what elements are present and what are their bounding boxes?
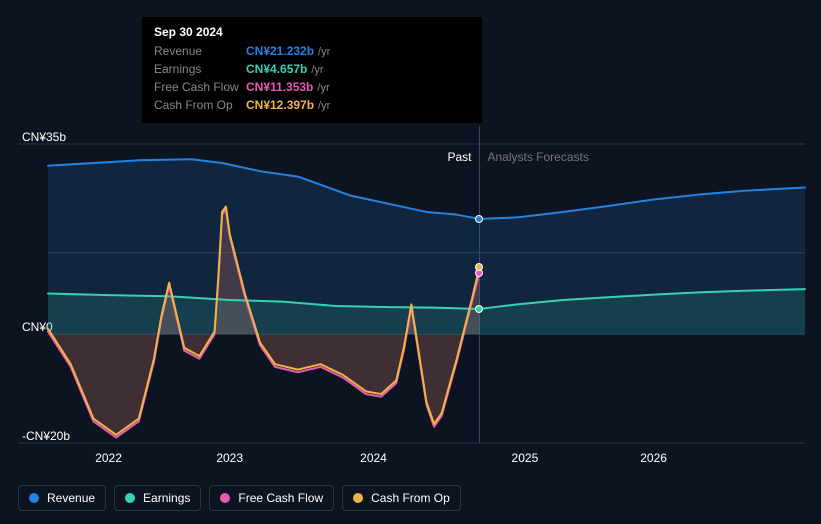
legend-item-fcf[interactable]: Free Cash Flow <box>209 485 334 511</box>
legend-dot-icon <box>29 493 39 503</box>
tooltip-row: Free Cash FlowCN¥11.353b/yr <box>154 79 470 97</box>
legend-item-label: Revenue <box>47 491 95 505</box>
tooltip-row-unit: /yr <box>318 44 330 61</box>
legend-item-revenue[interactable]: Revenue <box>18 485 106 511</box>
revenue-marker <box>475 215 483 223</box>
tooltip-row-value: CN¥4.657b <box>246 61 307 78</box>
x-axis-label: 2023 <box>216 451 243 465</box>
x-axis-label: 2026 <box>640 451 667 465</box>
tooltip-row-value: CN¥12.397b <box>246 97 314 114</box>
tooltip-row: RevenueCN¥21.232b/yr <box>154 43 470 61</box>
tooltip-row-unit: /yr <box>311 62 323 79</box>
tooltip-row: EarningsCN¥4.657b/yr <box>154 61 470 79</box>
tooltip-row-label: Earnings <box>154 61 246 78</box>
tooltip-row-value: CN¥21.232b <box>246 43 314 60</box>
legend-item-label: Free Cash Flow <box>238 491 323 505</box>
legend-dot-icon <box>125 493 135 503</box>
tooltip-row-label: Free Cash Flow <box>154 79 246 96</box>
legend-item-cfo[interactable]: Cash From Op <box>342 485 461 511</box>
legend-dot-icon <box>353 493 363 503</box>
chart-tooltip: Sep 30 2024 RevenueCN¥21.232b/yrEarnings… <box>142 17 482 123</box>
earnings-marker <box>475 305 483 313</box>
legend-dot-icon <box>220 493 230 503</box>
x-axis-label: 2025 <box>512 451 539 465</box>
tooltip-row-unit: /yr <box>317 80 329 97</box>
tooltip-row-label: Revenue <box>154 43 246 60</box>
tooltip-row-label: Cash From Op <box>154 97 246 114</box>
tooltip-row: Cash From OpCN¥12.397b/yr <box>154 97 470 115</box>
tooltip-date: Sep 30 2024 <box>154 25 470 39</box>
legend-item-earnings[interactable]: Earnings <box>114 485 201 511</box>
tooltip-row-unit: /yr <box>318 98 330 115</box>
legend-item-label: Cash From Op <box>371 491 450 505</box>
cfo-marker <box>475 263 483 271</box>
tooltip-row-value: CN¥11.353b <box>246 79 313 96</box>
legend-item-label: Earnings <box>143 491 190 505</box>
legend: Revenue Earnings Free Cash Flow Cash From O… <box>18 485 461 511</box>
x-axis-label: 2022 <box>95 451 122 465</box>
x-axis-label: 2024 <box>360 451 387 465</box>
